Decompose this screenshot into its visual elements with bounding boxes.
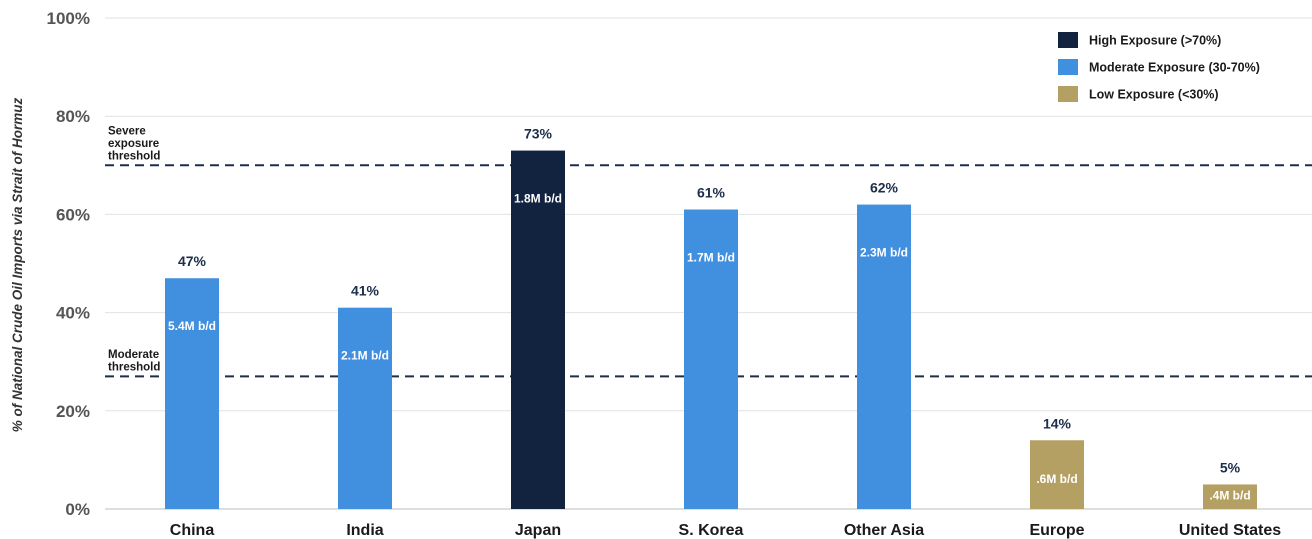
legend-label: High Exposure (>70%) bbox=[1089, 34, 1221, 48]
bar bbox=[511, 150, 565, 509]
x-tick-label: Japan bbox=[515, 522, 561, 539]
y-tick-label: 60% bbox=[56, 205, 90, 224]
x-tick-label: China bbox=[170, 522, 215, 539]
bar bbox=[1030, 440, 1084, 509]
bar-volume-label: 1.7M b/d bbox=[687, 250, 735, 264]
x-axis: China India Japan S. Korea Other Asia Europe U… bbox=[170, 522, 1281, 539]
bar-value-label: 61% bbox=[697, 184, 726, 200]
x-tick-label: India bbox=[346, 522, 383, 539]
bar-volume-label: 1.8M b/d bbox=[514, 192, 562, 206]
y-axis-label: % of National Crude Oil Imports via Stra… bbox=[10, 97, 25, 432]
bar bbox=[684, 209, 738, 510]
bar-value-label: 5% bbox=[1220, 459, 1241, 475]
legend-swatch bbox=[1058, 32, 1078, 48]
bar-value-label: 62% bbox=[870, 180, 899, 196]
y-tick-label: 20% bbox=[56, 402, 90, 421]
bar bbox=[1203, 484, 1257, 509]
bar bbox=[338, 307, 392, 509]
x-tick-label: S. Korea bbox=[679, 522, 744, 539]
bars: 47% 5.4M b/d 41% 2.1M b/d 73% 1.8M b/d 61% 1.7M… bbox=[165, 126, 1257, 510]
legend-label: Moderate Exposure (30-70%) bbox=[1089, 61, 1260, 75]
bar-value-label: 41% bbox=[351, 283, 380, 299]
bar-volume-label: 5.4M b/d bbox=[168, 319, 216, 333]
threshold-label: Severe exposure threshold bbox=[108, 125, 160, 162]
legend-swatch bbox=[1058, 86, 1078, 102]
bar-volume-label: .6M b/d bbox=[1036, 472, 1077, 486]
x-tick-label: United States bbox=[1179, 522, 1281, 539]
x-tick-label: Other Asia bbox=[844, 522, 924, 539]
y-tick-label: 80% bbox=[56, 107, 90, 126]
y-tick-label: 100% bbox=[47, 9, 90, 28]
legend-swatch bbox=[1058, 59, 1078, 75]
bar-volume-label: .4M b/d bbox=[1209, 489, 1250, 503]
bar bbox=[165, 278, 219, 509]
legend-label: Low Exposure (<30%) bbox=[1089, 88, 1219, 102]
bar-value-label: 14% bbox=[1043, 415, 1072, 431]
bar-value-label: 73% bbox=[524, 126, 553, 142]
threshold-label: Moderate threshold bbox=[108, 349, 160, 374]
bar-volume-label: 2.1M b/d bbox=[341, 349, 389, 363]
x-tick-label: Europe bbox=[1029, 522, 1084, 539]
y-tick-label: 40% bbox=[56, 304, 90, 323]
bar bbox=[857, 204, 911, 509]
bar-volume-label: 2.3M b/d bbox=[860, 246, 908, 260]
bar-value-label: 47% bbox=[178, 253, 207, 269]
y-tick-label: 0% bbox=[65, 500, 90, 519]
y-axis: 0% 20% 40% 60% 80% 100% bbox=[47, 9, 90, 519]
legend: High Exposure (>70%) Moderate Exposure (3… bbox=[1058, 32, 1260, 102]
